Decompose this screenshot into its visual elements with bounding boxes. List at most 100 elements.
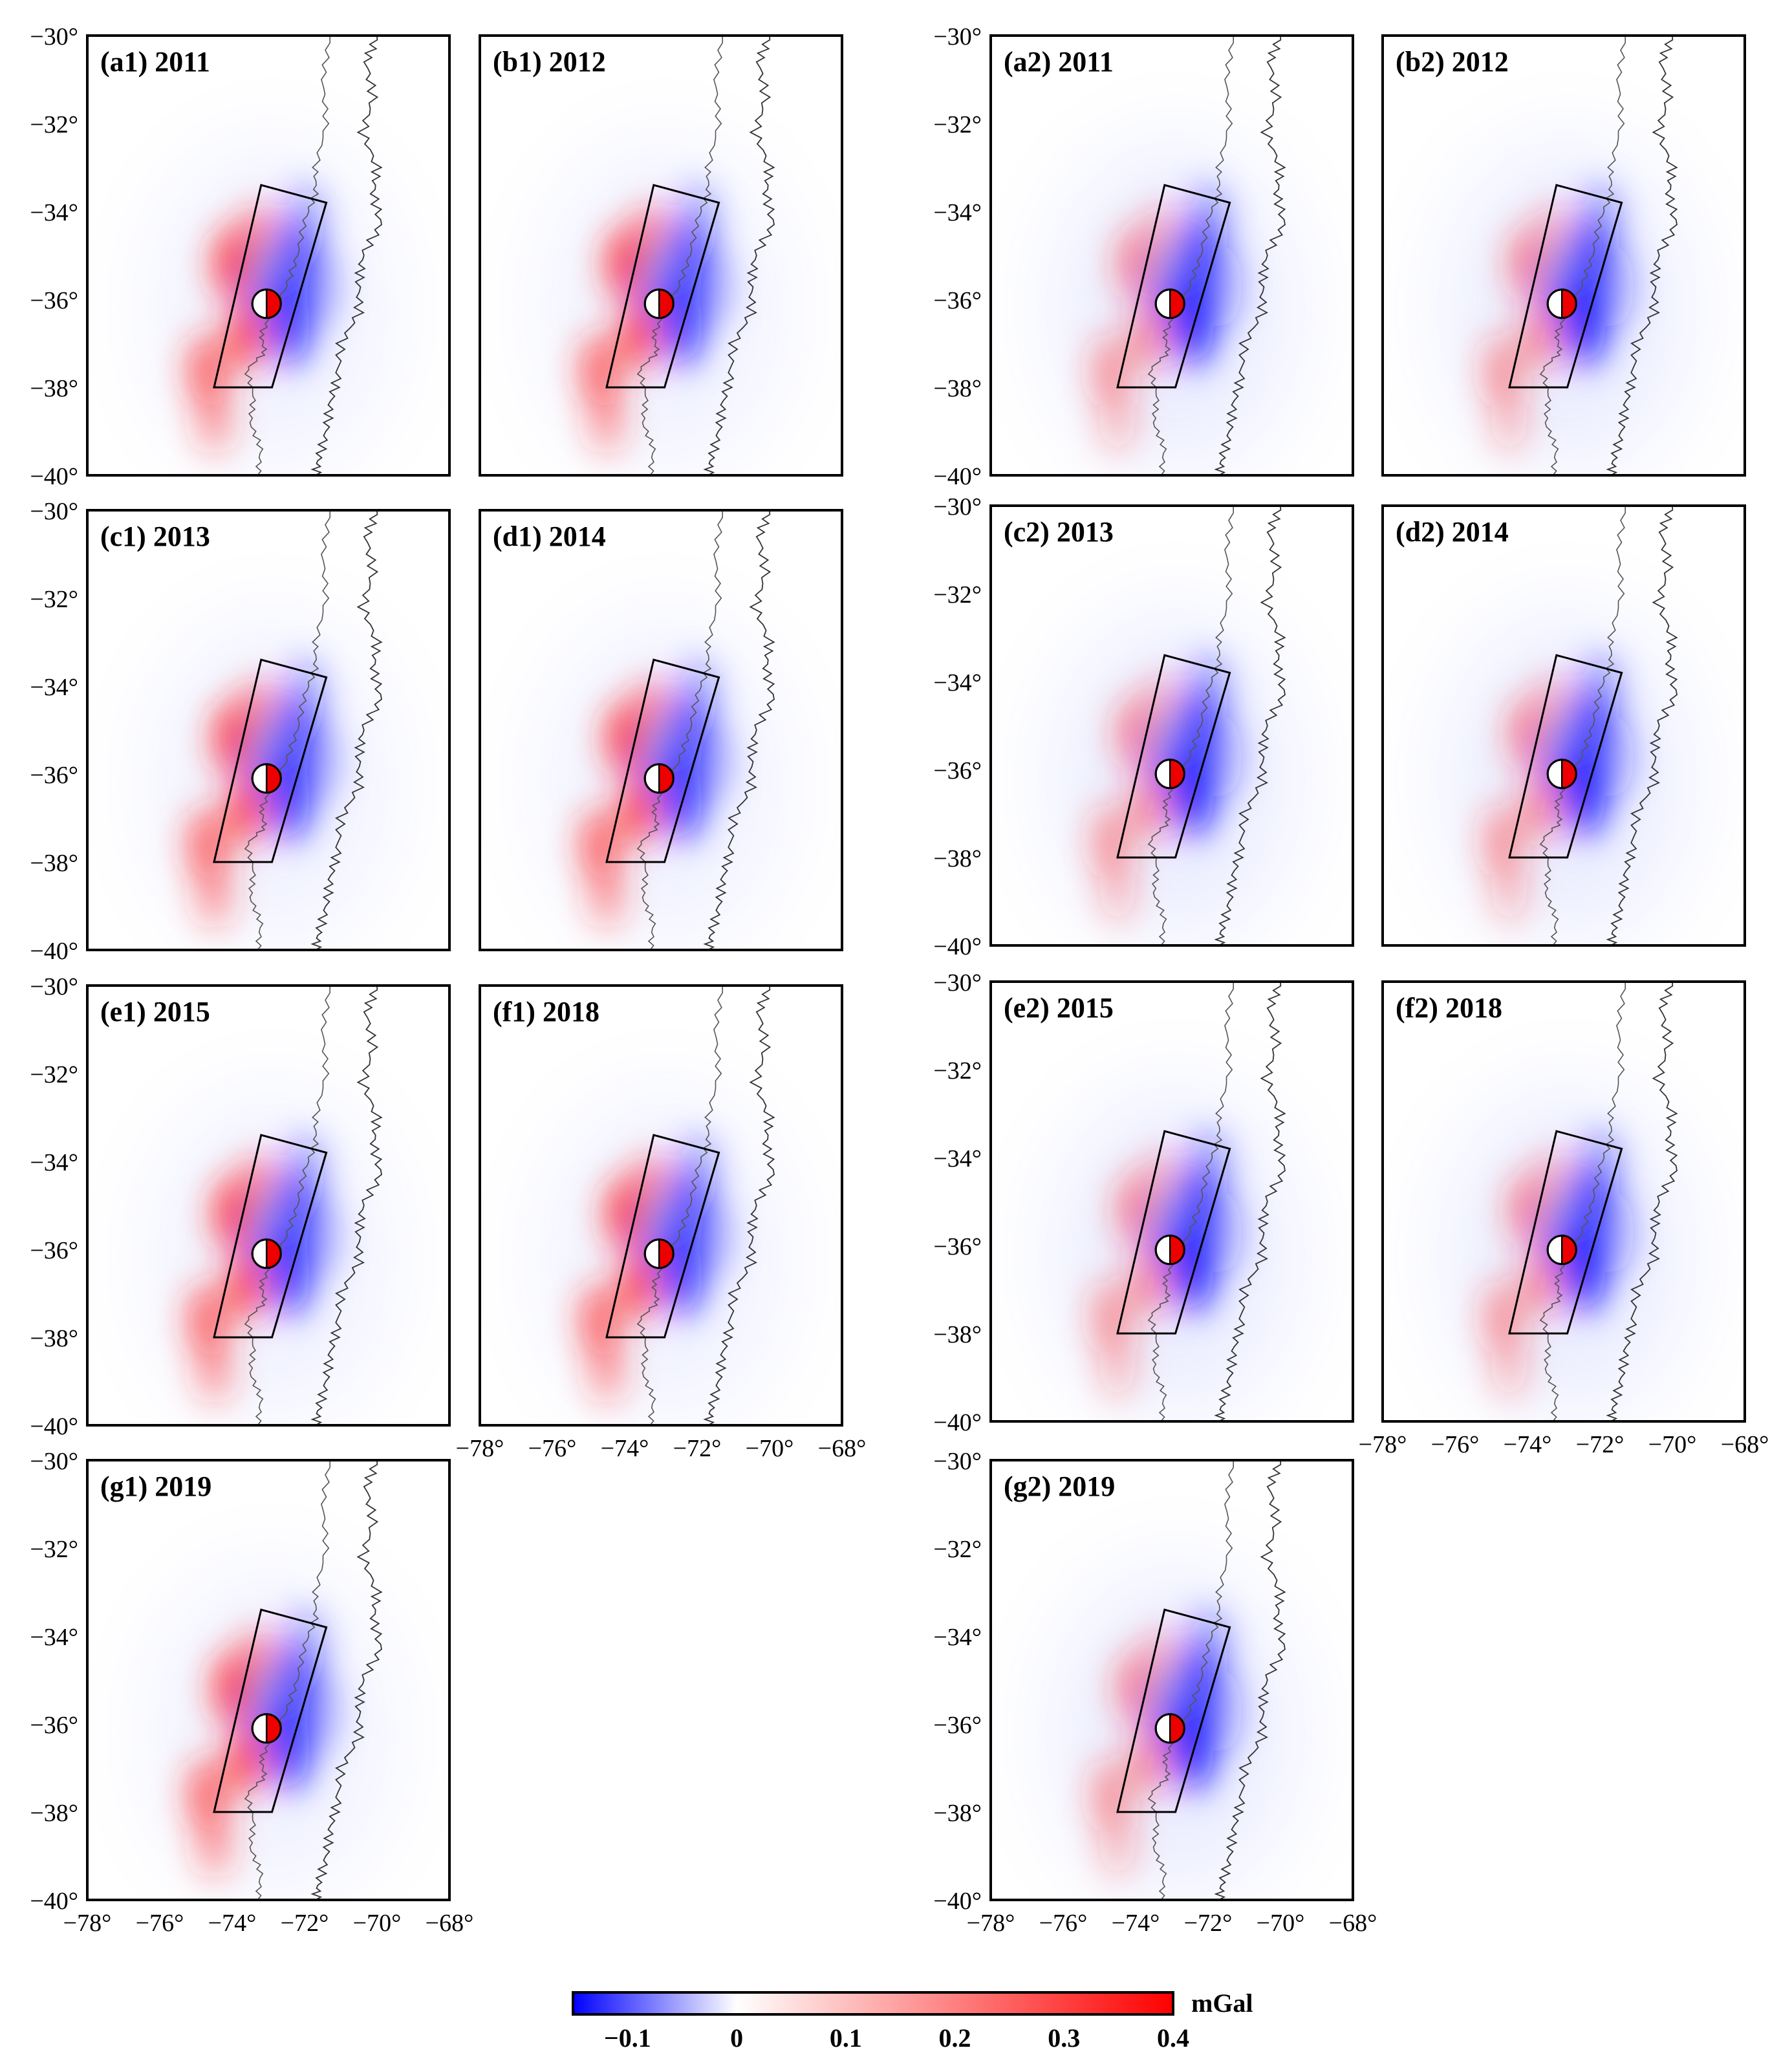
map-frame — [86, 34, 451, 477]
panels-layer: (a1) 2011 (b1) 2012 (c1) 2013 (d1) 2014 (e1)… — [86, 34, 1746, 1901]
panel-title: (f1) 2018 — [493, 996, 599, 1028]
lon-tick-label: −68° — [1721, 1431, 1769, 1458]
lon-tick-label: −78° — [967, 1910, 1015, 1937]
map-panel: (c2) 2013 — [989, 504, 1354, 947]
panel-title: (g2) 2019 — [1004, 1471, 1115, 1502]
lon-tick-label: −70° — [1257, 1910, 1305, 1937]
fault-rupture-box — [605, 184, 720, 389]
national-border — [1214, 1460, 1286, 1900]
lat-tick-label: −40° — [30, 463, 78, 490]
colorbar-tick-label: 0.1 — [830, 2023, 862, 2053]
negative-anomaly — [1203, 1670, 1242, 1751]
negative-anomaly — [299, 1196, 339, 1277]
panel-title: (d2) 2014 — [1396, 516, 1509, 548]
gravity-anomaly-field — [1484, 1130, 1634, 1400]
map-frame — [1381, 34, 1746, 477]
colorbar-tick-label: −0.1 — [604, 2023, 651, 2053]
coastline — [1147, 506, 1234, 945]
panel-title: (g1) 2019 — [100, 1471, 211, 1502]
anomaly-gap — [258, 1668, 272, 1692]
lat-tick-label: −40° — [933, 933, 982, 960]
focal-mechanism-beachball — [251, 1713, 282, 1744]
lon-tick-label: −76° — [1431, 1431, 1480, 1458]
focal-mechanism-beachball — [643, 1238, 675, 1269]
lat-tick-label: −30° — [30, 23, 78, 50]
negative-anomaly — [1595, 246, 1634, 327]
lat-tick-label: −38° — [30, 1800, 78, 1827]
map-panel: (f2) 2018 — [1381, 980, 1746, 1423]
lat-tick-label: −40° — [933, 1888, 982, 1915]
anomaly-gap — [1161, 714, 1175, 737]
fault-rupture-box — [1116, 1608, 1231, 1813]
lon-tick-label: −74° — [1112, 1910, 1160, 1937]
anomaly-gap — [1553, 244, 1567, 267]
colorbar-tick-label: 0.2 — [939, 2023, 971, 2053]
negative-anomaly — [692, 720, 731, 801]
focal-mechanism-beachball — [643, 288, 675, 319]
negative-anomaly — [299, 1670, 339, 1751]
colorbar-tick-label: 0.4 — [1157, 2023, 1189, 2053]
negative-anomaly — [692, 1196, 731, 1277]
lon-tick-label: −72° — [1184, 1910, 1233, 1937]
lat-tick-label: −30° — [933, 969, 982, 997]
fault-rupture-box — [605, 1134, 720, 1339]
map-frame — [989, 34, 1354, 477]
map-panel: (b1) 2012 — [479, 34, 843, 477]
negative-anomaly — [1203, 1192, 1242, 1273]
positive-anomaly — [1099, 1328, 1136, 1400]
national-border — [310, 510, 383, 950]
lat-tick-label: −34° — [30, 1624, 78, 1651]
negative-anomaly — [1203, 246, 1242, 327]
lat-tick-label: −32° — [30, 1536, 78, 1563]
lat-tick-label: −40° — [30, 1888, 78, 1915]
lon-tick-label: −78° — [1359, 1431, 1407, 1458]
gravity-anomaly-field — [1484, 654, 1634, 924]
gravity-anomaly-field — [581, 1134, 731, 1404]
lat-tick-label: −40° — [933, 463, 982, 490]
positive-anomaly — [1491, 1328, 1528, 1400]
anomaly-gap — [651, 1194, 664, 1217]
fault-rupture-box — [213, 658, 328, 863]
lon-tick-label: −74° — [601, 1435, 649, 1462]
lon-tick-label: −70° — [353, 1910, 402, 1937]
lat-tick-label: −30° — [933, 1448, 982, 1475]
colorbar-tick-label: 0.3 — [1048, 2023, 1080, 2053]
map-frame — [989, 504, 1354, 947]
map-frame — [989, 980, 1354, 1423]
lat-tick-label: −36° — [30, 1237, 78, 1264]
map-panel: (a1) 2011 — [86, 34, 451, 477]
lat-tick-label: −36° — [933, 757, 982, 784]
lon-tick-label: −70° — [746, 1435, 794, 1462]
lon-tick-label: −72° — [673, 1435, 722, 1462]
map-frame — [479, 984, 843, 1427]
lon-tick-label: −78° — [63, 1910, 112, 1937]
focal-mechanism-beachball — [1154, 288, 1185, 319]
negative-anomaly — [1595, 1192, 1634, 1273]
positive-anomaly — [1099, 1807, 1136, 1879]
focal-mechanism-beachball — [251, 288, 282, 319]
map-frame — [1381, 504, 1746, 947]
panel-title: (b2) 2012 — [1396, 46, 1509, 78]
positive-anomaly — [196, 382, 232, 454]
panel-title: (b1) 2012 — [493, 46, 606, 78]
lat-tick-label: −34° — [30, 674, 78, 701]
lat-tick-label: −40° — [30, 1413, 78, 1440]
map-panel: (d1) 2014 — [479, 509, 843, 951]
map-frame — [1381, 980, 1746, 1423]
map-panel: (g2) 2019 — [989, 1459, 1354, 1901]
lon-tick-label: −72° — [1576, 1431, 1625, 1458]
lat-tick-label: −30° — [30, 973, 78, 1000]
lon-tick-label: −74° — [1504, 1431, 1552, 1458]
national-border — [703, 986, 775, 1425]
lon-tick-label: −68° — [426, 1910, 474, 1937]
lat-tick-label: −32° — [30, 111, 78, 138]
fault-rupture-box — [213, 184, 328, 389]
lat-tick-label: −36° — [30, 287, 78, 314]
focal-mechanism-beachball — [1154, 759, 1185, 790]
focal-mechanism-beachball — [1546, 288, 1577, 319]
positive-anomaly — [196, 1332, 232, 1404]
lat-tick-label: −34° — [933, 669, 982, 696]
positive-anomaly — [196, 1807, 232, 1879]
lat-tick-label: −40° — [933, 1409, 982, 1436]
